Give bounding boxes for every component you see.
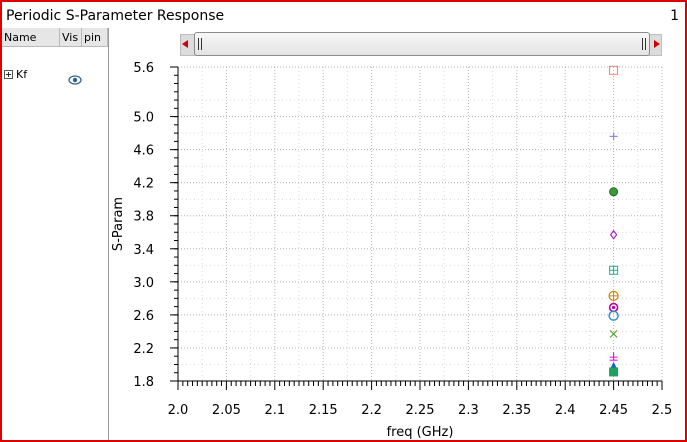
title-bar: Periodic S-Parameter Response 1 (2, 2, 685, 28)
data-point-circle-dot (608, 302, 619, 313)
y-tick-label: 2.6 (133, 309, 154, 324)
y-tick-label: 4.2 (133, 177, 154, 192)
y-axis-label: S-Param (111, 197, 126, 251)
y-tick-label: 3.0 (133, 276, 154, 291)
data-point-square-plus-cross (609, 266, 618, 275)
y-tick-label: 5.0 (133, 111, 154, 126)
expand-icon[interactable] (4, 70, 13, 79)
data-point-square-open (609, 65, 619, 75)
y-tick-label: 5.6 (133, 61, 154, 76)
data-point-plus-bar (609, 352, 618, 361)
data-point-circle-dot-center (612, 305, 616, 310)
column-header-name[interactable]: Name (2, 28, 60, 47)
trace-panel: Name Vis pin Kf (2, 28, 109, 440)
column-header-pin[interactable]: pin (82, 28, 108, 47)
column-header-vis[interactable]: Vis (60, 28, 82, 47)
scroll-right-arrow-icon[interactable] (654, 40, 660, 48)
data-point-circle-filled (609, 187, 619, 197)
x-tick-label: 2.45 (599, 403, 628, 418)
data-point-triangle-filled (608, 361, 619, 372)
data-point-x (609, 329, 618, 338)
scroll-left-arrow-icon[interactable] (182, 40, 188, 48)
x-tick-label: 2.35 (502, 403, 531, 418)
x-tick-label: 2.0 (168, 403, 189, 418)
x-tick-label: 2.05 (212, 403, 241, 418)
y-tick-label: 3.8 (133, 210, 154, 225)
horizontal-scrollbar[interactable] (180, 30, 662, 58)
x-tick-label: 2.3 (458, 403, 479, 418)
left-grip-handle[interactable] (198, 38, 202, 50)
x-tick-label: 2.15 (309, 403, 338, 418)
window-number: 1 (670, 8, 679, 24)
data-point-square-filled (609, 367, 619, 377)
data-point-circle-plus-cross (609, 291, 618, 300)
data-point-diamond-open (609, 229, 618, 240)
x-tick-label: 2.4 (555, 403, 576, 418)
window-title: Periodic S-Parameter Response (6, 8, 225, 24)
data-point-circle-open (608, 310, 619, 321)
y-tick-label: 2.2 (133, 342, 154, 357)
x-tick-label: 2.25 (406, 403, 435, 418)
x-tick-label: 2.2 (361, 403, 382, 418)
x-tick-label: 2.5 (652, 403, 673, 418)
scroll-thumb[interactable] (194, 32, 650, 56)
trace-item-kf[interactable]: Kf (4, 68, 27, 81)
y-tick-label: 1.8 (133, 375, 154, 390)
x-axis-label: freq (GHz) (387, 425, 454, 440)
x-tick-label: 2.1 (264, 403, 285, 418)
right-grip-handle[interactable] (642, 38, 646, 50)
trace-item-label: Kf (16, 68, 28, 81)
y-tick-label: 4.6 (133, 144, 154, 159)
data-point-plus (609, 132, 618, 141)
y-tick-label: 3.4 (133, 243, 154, 258)
data-point-square-plus (609, 265, 619, 275)
data-point-circle-plus (608, 290, 619, 301)
eye-icon[interactable] (68, 70, 82, 89)
